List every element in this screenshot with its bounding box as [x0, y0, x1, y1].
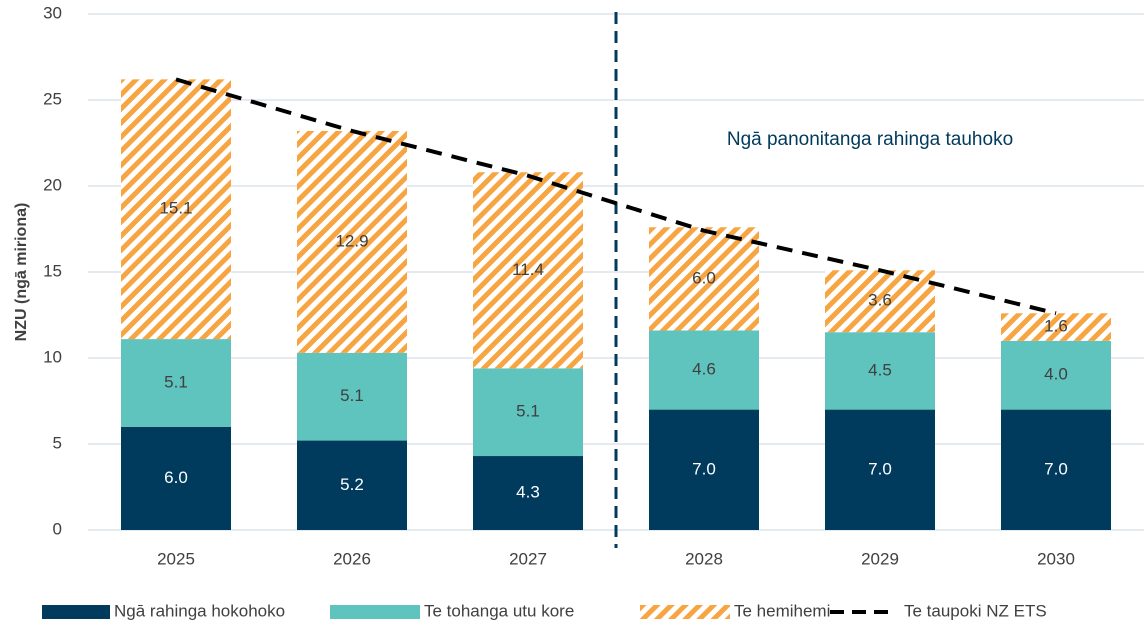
legend-swatch [42, 605, 110, 619]
value-label: 4.6 [692, 360, 716, 379]
value-label: 6.0 [164, 468, 188, 487]
line-series [175, 77, 1057, 316]
value-label: 5.2 [340, 475, 364, 494]
bar-segment [649, 227, 759, 331]
bar-segment [473, 368, 583, 457]
bar-segment [825, 332, 935, 410]
legend-label: Te tohanga utu kore [424, 601, 574, 620]
value-label: 5.1 [340, 386, 364, 405]
bar-segment [121, 339, 231, 427]
value-label: 11.4 [512, 260, 544, 279]
x-tick-label: 2029 [861, 549, 899, 568]
bar-segment [1001, 313, 1111, 341]
value-label: 5.1 [164, 372, 188, 391]
bar-segment [297, 130, 407, 353]
value-label: 15.1 [159, 199, 192, 218]
legend-label: Te hemihemi [734, 601, 830, 620]
bar-segment [121, 426, 231, 530]
value-label: 3.6 [868, 291, 892, 310]
y-tick-label: 30 [43, 3, 62, 22]
legend-swatch [330, 605, 420, 619]
value-label: 4.5 [868, 360, 892, 379]
x-tick-label: 2026 [333, 549, 371, 568]
bar-segment [825, 409, 935, 530]
value-label: 1.6 [1044, 317, 1068, 336]
value-label: 7.0 [1044, 459, 1068, 478]
value-label: 4.3 [516, 483, 540, 502]
bar-segment [649, 330, 759, 410]
y-tick-label: 0 [53, 519, 62, 538]
bar-segment [1001, 340, 1111, 410]
bar-segment [649, 409, 759, 530]
y-tick-label: 10 [43, 347, 62, 366]
x-tick-label: 2028 [685, 549, 723, 568]
y-tick-label: 5 [53, 433, 62, 452]
bar-segment [473, 172, 583, 369]
legend-swatch [640, 605, 730, 619]
bar-segment [297, 352, 407, 441]
y-tick-label: 25 [43, 89, 62, 108]
legend-label: Ngā rahinga hokohoko [114, 601, 285, 620]
annotation: Ngā panonitanga rahinga tauhoko [727, 129, 1013, 150]
value-label: 5.1 [516, 402, 540, 421]
value-label: 6.0 [692, 268, 716, 287]
value-label: 7.0 [692, 459, 716, 478]
bar-segment [121, 79, 231, 340]
value-label: 7.0 [868, 459, 892, 478]
value-label: 4.0 [1044, 365, 1068, 384]
y-tick-label: 15 [43, 261, 62, 280]
bar-segment [1001, 409, 1111, 530]
value-label: 12.9 [335, 231, 368, 250]
legend-label: Te taupoki NZ ETS [904, 601, 1047, 620]
x-tick-label: 2030 [1037, 549, 1075, 568]
y-tick-label: 20 [43, 175, 62, 194]
x-tick-label: 2025 [157, 549, 195, 568]
bar-segment [297, 440, 407, 530]
bar-segment [473, 456, 583, 530]
x-tick-label: 2027 [509, 549, 547, 568]
y-axis-label: NZU (ngā miriona) [13, 203, 30, 342]
